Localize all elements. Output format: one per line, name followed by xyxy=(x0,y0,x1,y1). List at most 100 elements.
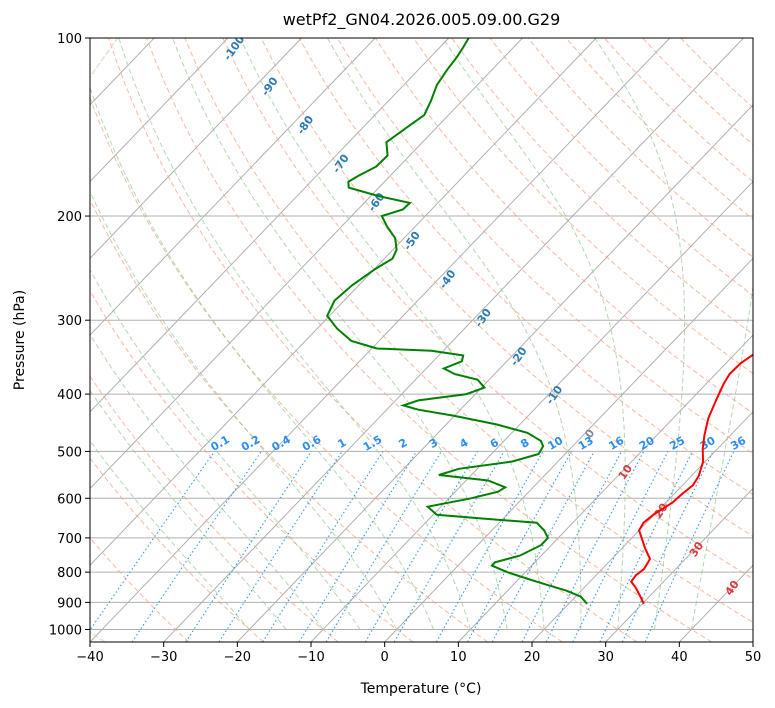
dry-adiabat-line xyxy=(146,38,712,642)
y-tick-label: 300 xyxy=(57,314,82,329)
mixing-ratio-line xyxy=(298,451,417,642)
isotherm-line xyxy=(0,38,7,642)
dry-adiabat-line xyxy=(527,38,753,258)
y-axis-label: Pressure (hPa) xyxy=(12,290,28,390)
x-tick-label: 50 xyxy=(745,650,762,665)
isotherm-line xyxy=(384,257,753,642)
dry-adiabat-line xyxy=(90,457,264,642)
dry-adiabat-label: 40 xyxy=(722,578,742,598)
axes: −40 −30 −20 −10 0 10 20 30 40 5010020030040050060… xyxy=(49,32,761,665)
moist-adiabat-line xyxy=(594,38,685,630)
x-tick-label: −40 xyxy=(76,650,103,665)
mixing-ratio-line xyxy=(491,451,595,642)
isotherm-line xyxy=(752,641,753,642)
dewpoint-profile xyxy=(326,38,588,605)
chart-title: wetPf2_GN04.2026.005.09.00.G29 xyxy=(282,10,561,29)
x-tick-label: −30 xyxy=(150,650,177,665)
x-tick-label: 30 xyxy=(597,650,614,665)
isotherm-line xyxy=(605,487,753,642)
moist-adiabat-line xyxy=(172,38,508,630)
mixing-ratio-line xyxy=(467,451,572,642)
y-tick-label: 900 xyxy=(57,596,82,611)
mixing-ratio-line xyxy=(131,451,262,642)
moist-adiabat-line xyxy=(239,38,545,630)
mixing-ratio-line xyxy=(185,451,312,642)
moist-adiabat-line xyxy=(90,333,324,630)
mixing-ratio-line xyxy=(572,451,669,642)
mixing-ratio-line xyxy=(90,451,215,632)
y-tick-label: 500 xyxy=(57,445,82,460)
y-tick-label: 1000 xyxy=(49,623,82,638)
mixing-ratio-label: 0.1 xyxy=(209,433,232,454)
moist-adiabat-line xyxy=(90,190,398,630)
moist-adiabat-line xyxy=(90,440,250,630)
mixing-ratio-label: 10 xyxy=(546,434,566,453)
mixing-ratio-label: 1.5 xyxy=(361,433,384,454)
isotherm-line xyxy=(90,38,229,183)
dry-adiabat-line xyxy=(375,38,753,414)
dry-adiabat-label: -20 xyxy=(508,344,530,368)
x-tick-label: −20 xyxy=(224,650,251,665)
mixing-ratio-line xyxy=(364,451,478,642)
dry-adiabat-label: -70 xyxy=(330,152,352,176)
isotherm-line xyxy=(90,38,302,260)
temperature-profile xyxy=(629,353,753,605)
moist-adiabat-line xyxy=(90,389,287,630)
background-lines xyxy=(0,38,753,642)
moist-adiabat-line xyxy=(90,86,434,630)
mixing-ratio-label: 30 xyxy=(698,434,718,453)
moist-adiabat-line xyxy=(442,38,626,630)
dry-adiabat-label: 10 xyxy=(616,462,636,482)
mixing-ratio-label: 4 xyxy=(457,436,470,451)
x-tick-label: 20 xyxy=(524,650,541,665)
dry-adiabat-line xyxy=(260,38,753,537)
isotherm-line xyxy=(90,38,597,566)
isotherm-line xyxy=(90,38,450,413)
y-tick-label: 200 xyxy=(57,210,82,225)
y-tick-label: 700 xyxy=(57,532,82,547)
dry-adiabat-line xyxy=(413,38,753,375)
mixing-ratio-label: 8 xyxy=(518,436,531,451)
x-tick-label: −10 xyxy=(297,650,324,665)
isotherm-line xyxy=(163,38,744,642)
mixing-ratio-label: 20 xyxy=(637,434,657,453)
dry-adiabat-label: -40 xyxy=(437,267,459,291)
dry-adiabat-line xyxy=(108,38,638,642)
plot-frame xyxy=(89,37,754,643)
moist-adiabat-line xyxy=(327,38,582,630)
x-tick-label: 40 xyxy=(671,650,688,665)
dry-adiabat-line xyxy=(90,537,190,642)
mixing-ratio-label: 0.6 xyxy=(300,433,324,454)
dry-adiabat-label: -100 xyxy=(221,33,248,63)
dry-adiabat-line xyxy=(90,96,563,642)
y-tick-label: 100 xyxy=(57,32,82,47)
dry-adiabat-line xyxy=(489,38,753,297)
dry-adiabat-line xyxy=(222,38,753,580)
isotherm-line xyxy=(531,411,753,642)
dry-adiabat-label: -30 xyxy=(472,306,494,330)
dry-adiabat-label: -50 xyxy=(401,229,423,253)
isotherm-line xyxy=(90,38,671,642)
moist-adiabat-line xyxy=(118,38,471,630)
dry-adiabat-label: 30 xyxy=(687,539,707,559)
sounding-profiles xyxy=(326,38,753,605)
dry-adiabat-line xyxy=(336,38,753,455)
isotherm-line xyxy=(90,38,376,336)
dry-adiabat-line xyxy=(90,289,414,642)
dry-adiabat-line xyxy=(565,38,753,220)
isotherm-line xyxy=(457,334,753,642)
dry-adiabat-label: -80 xyxy=(294,113,316,137)
dry-adiabat-line xyxy=(451,38,753,335)
x-tick-label: 0 xyxy=(381,650,389,665)
y-tick-label: 800 xyxy=(57,566,82,581)
moist-adiabat-line xyxy=(690,283,753,630)
mixing-ratio-label: 1 xyxy=(336,436,349,451)
x-tick-label: 10 xyxy=(450,650,467,665)
isotherm-line xyxy=(90,38,523,490)
mixing-ratio-line xyxy=(435,451,544,642)
isotherm-line xyxy=(236,104,753,642)
y-tick-label: 600 xyxy=(57,492,82,507)
mixing-ratio-label: 2 xyxy=(397,436,410,451)
mixing-ratio-line xyxy=(545,451,645,642)
